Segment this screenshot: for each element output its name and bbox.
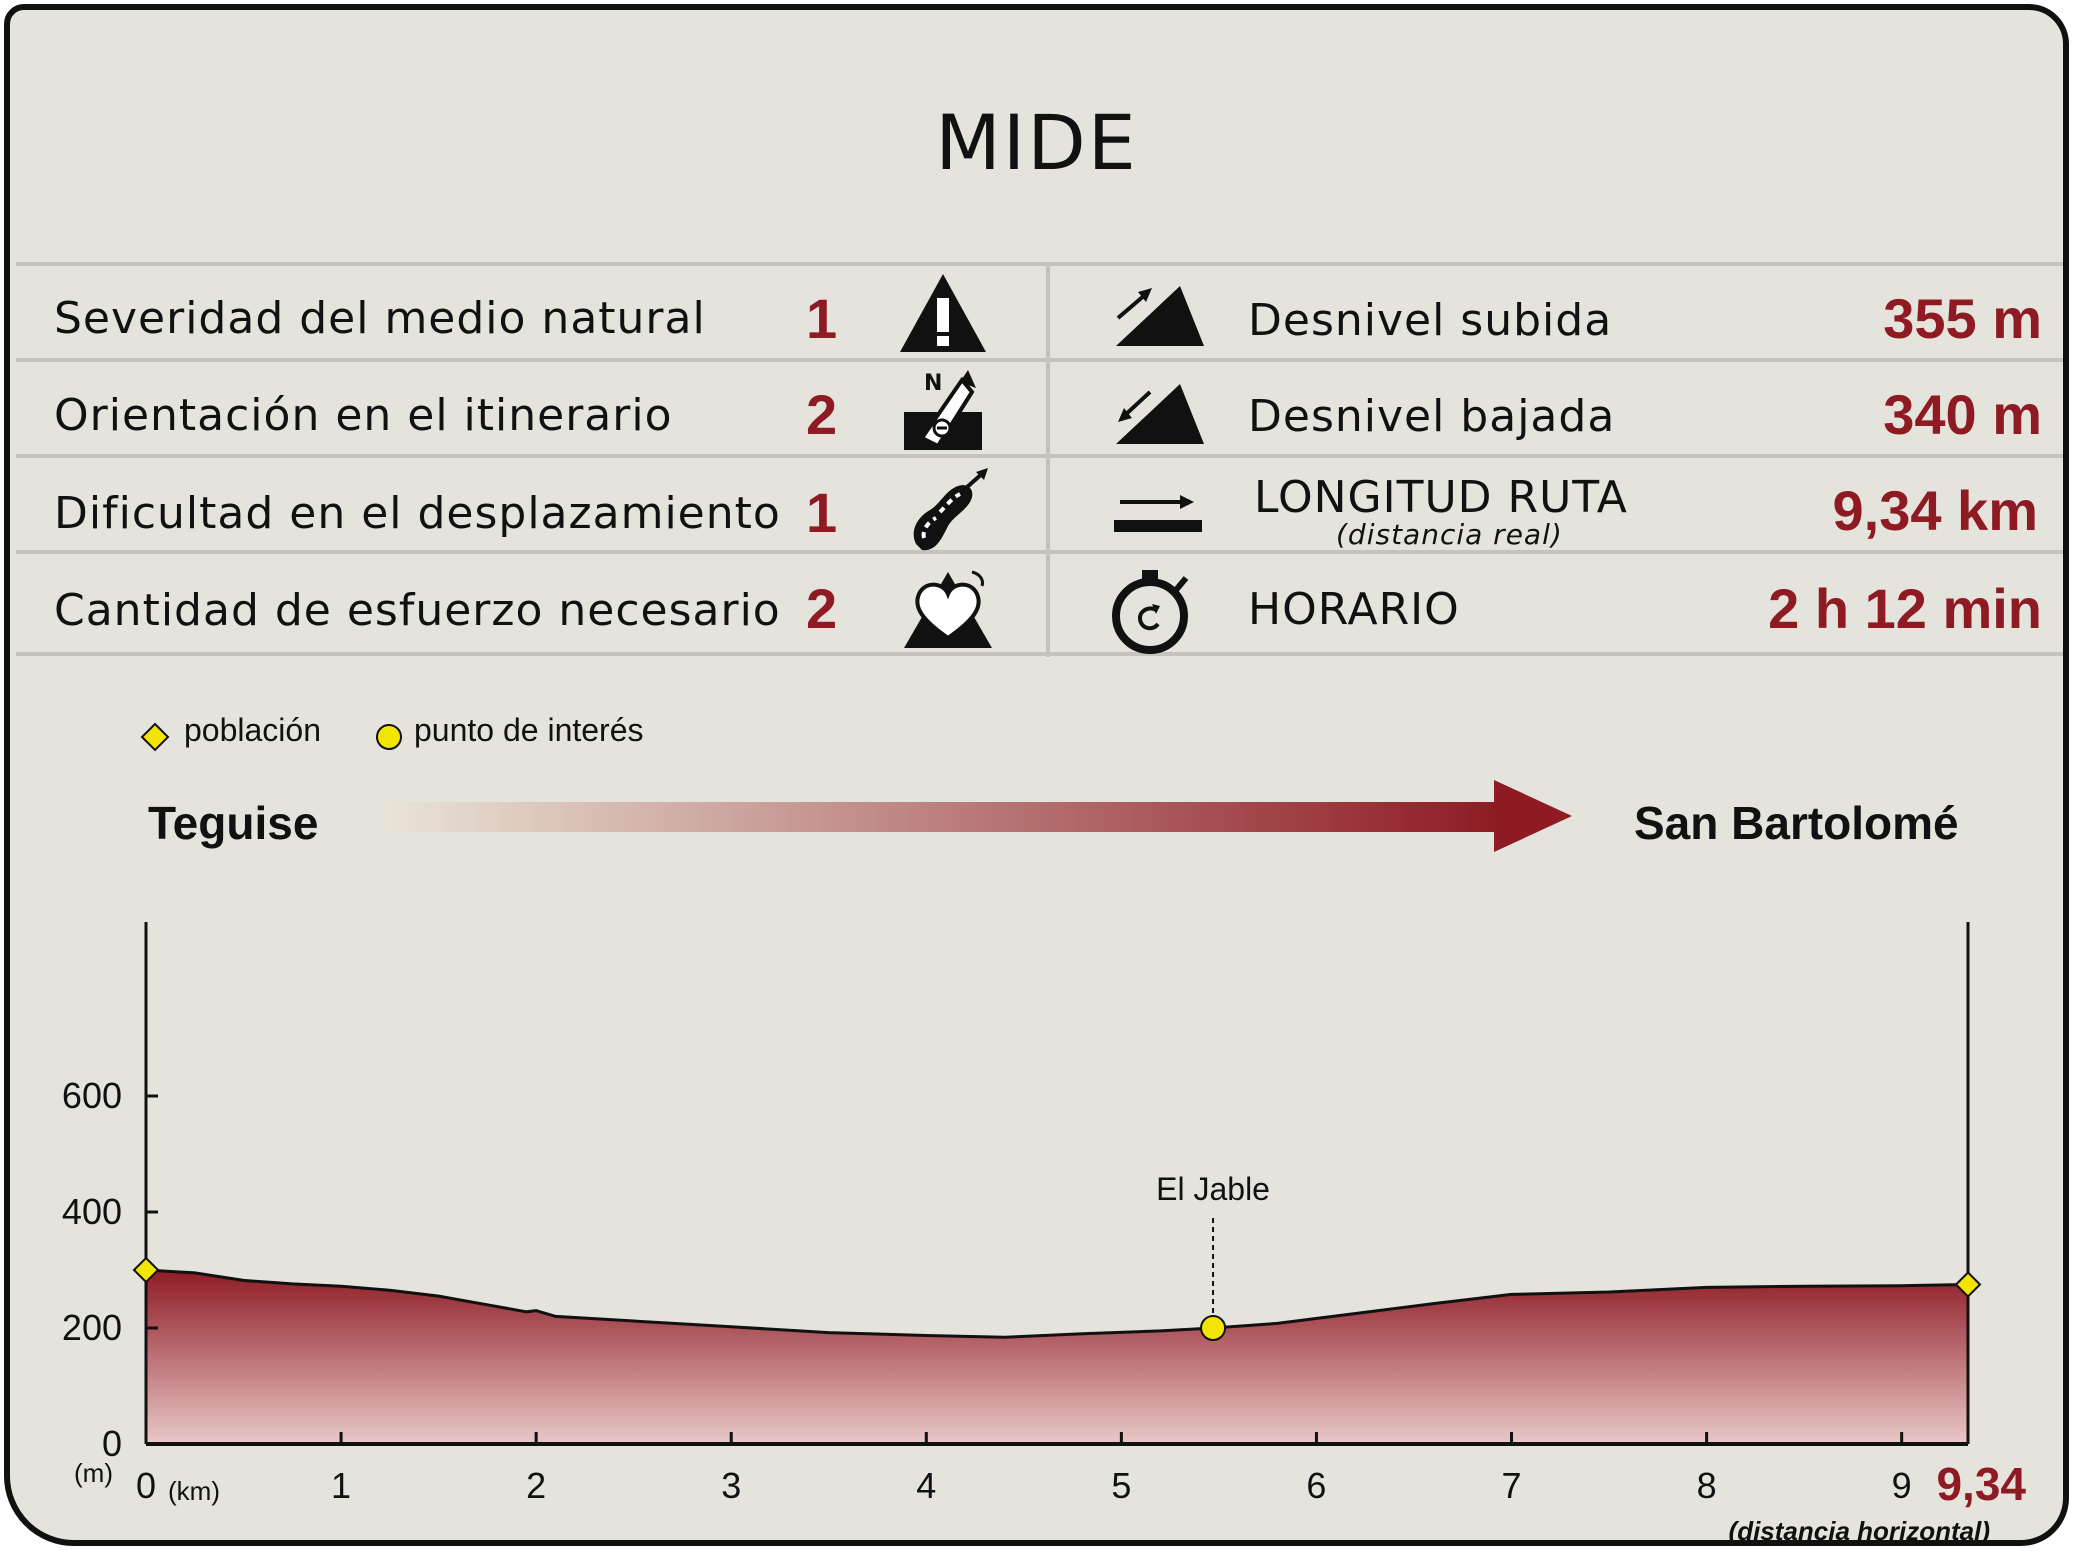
town-marker xyxy=(1954,1271,1982,1298)
x-tick-label: 8 xyxy=(1697,1465,1717,1506)
table-column-divider xyxy=(1046,265,1050,657)
svg-text:N: N xyxy=(924,371,942,396)
x-tick-label: 5 xyxy=(1111,1465,1131,1506)
x-tick-label: 0 xyxy=(136,1465,156,1506)
stat-value-descent: 340 m xyxy=(1883,383,2042,446)
poi-marker-icon xyxy=(376,724,402,750)
route-direction-arrow xyxy=(382,780,1572,852)
legend-poi-label: punto de interés xyxy=(414,712,644,748)
stat-label-descent: Desnivel bajada xyxy=(1248,391,1616,442)
x-tick-label: 6 xyxy=(1306,1465,1326,1506)
route-end: San Bartolomé xyxy=(1634,797,1959,849)
stat-value-length: 9,34 km xyxy=(1832,479,2039,542)
y-axis-unit: (m) xyxy=(74,1458,113,1488)
x-tick-label: 7 xyxy=(1502,1465,1522,1506)
stat-sublabel-length: (distancia real) xyxy=(1336,518,1563,551)
x-tick-label: 9 xyxy=(1892,1465,1912,1506)
y-tick-label: 400 xyxy=(62,1191,122,1232)
stat-label-ascent: Desnivel subida xyxy=(1248,295,1613,346)
legend-town-label: población xyxy=(184,712,321,748)
y-tick-label: 200 xyxy=(62,1307,122,1348)
poi-label: El Jable xyxy=(1156,1171,1270,1207)
horizontal-distance-note: (distancia horizontal) xyxy=(1729,1516,1990,1546)
x-tick-label: 4 xyxy=(916,1465,936,1506)
stat-value-ascent: 355 m xyxy=(1883,287,2042,350)
mide-value-severity: 1 xyxy=(806,287,838,350)
mide-label-difficulty: Dificultad en el desplazamiento xyxy=(54,488,781,539)
town-marker-icon xyxy=(140,722,170,752)
stat-label-time: HORARIO xyxy=(1248,584,1460,635)
elevation-line xyxy=(145,1268,1969,1339)
town-marker xyxy=(132,1256,160,1284)
x-tick-label: 3 xyxy=(721,1465,741,1506)
mide-value-effort: 2 xyxy=(806,577,838,640)
table-divider xyxy=(16,358,2063,362)
page-title: MIDE xyxy=(935,98,1138,187)
footprint-icon xyxy=(913,468,988,551)
table-divider xyxy=(16,454,2063,458)
stopwatch-icon xyxy=(1112,570,1189,654)
mide-label-severity: Severidad del medio natural xyxy=(54,293,706,344)
heart-effort-icon xyxy=(904,570,992,648)
x-tick-label: 2 xyxy=(526,1465,546,1506)
mide-value-difficulty: 1 xyxy=(806,481,838,544)
x-tick-label: 1 xyxy=(331,1465,351,1506)
mide-label-effort: Cantidad de esfuerzo necesario xyxy=(54,585,781,636)
stat-label-length: LONGITUD RUTA xyxy=(1254,472,1628,523)
route-start: Teguise xyxy=(148,797,319,849)
table-divider xyxy=(16,550,2063,554)
mide-value-orientation: 2 xyxy=(806,383,838,446)
table-divider xyxy=(16,262,2063,266)
x-end-label: 9,34 xyxy=(1936,1458,2026,1510)
mide-label-orientation: Orientación en el itinerario xyxy=(54,390,673,441)
warning-icon xyxy=(900,274,986,352)
poi-marker xyxy=(1200,1315,1227,1341)
stat-value-time: 2 h 12 min xyxy=(1768,577,2042,640)
ascent-icon xyxy=(1116,286,1204,346)
y-tick-label: 600 xyxy=(62,1075,122,1116)
orientation-icon: N xyxy=(904,370,982,450)
distance-icon xyxy=(1114,495,1202,532)
x-axis-unit: (km) xyxy=(168,1476,220,1506)
y-tick-label: 0 xyxy=(102,1423,122,1464)
elevation-area xyxy=(146,1270,1968,1444)
descent-icon xyxy=(1116,384,1204,444)
table-divider xyxy=(16,652,2063,656)
